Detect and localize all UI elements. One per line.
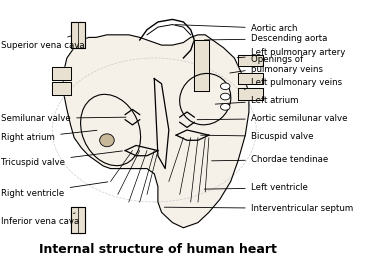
Text: Interventricular septum: Interventricular septum [164, 204, 353, 213]
Text: Internal structure of human heart: Internal structure of human heart [39, 243, 277, 256]
Text: Right atrium: Right atrium [2, 130, 97, 142]
Polygon shape [194, 40, 209, 92]
Text: Superior vena cava: Superior vena cava [2, 36, 85, 50]
Circle shape [221, 93, 230, 100]
Text: Left atrium: Left atrium [215, 96, 298, 105]
Text: Left pulmonary veins: Left pulmonary veins [244, 78, 342, 90]
Circle shape [221, 83, 230, 90]
Text: Left pulmonary artery: Left pulmonary artery [237, 48, 345, 58]
Polygon shape [52, 82, 70, 95]
Polygon shape [238, 73, 264, 84]
Text: Left ventricle: Left ventricle [204, 183, 308, 192]
Polygon shape [238, 55, 264, 66]
Text: Inferior vena cava: Inferior vena cava [2, 213, 80, 226]
Text: Semilunar valve: Semilunar valve [2, 114, 126, 123]
Polygon shape [63, 35, 249, 228]
Text: Chordae tendinae: Chordae tendinae [211, 155, 328, 164]
Polygon shape [70, 22, 85, 48]
Ellipse shape [100, 134, 114, 147]
Text: Tricuspid valve: Tricuspid valve [2, 151, 123, 167]
Circle shape [221, 103, 230, 110]
Text: Bicuspid valve: Bicuspid valve [201, 132, 313, 141]
Text: Aortic arch: Aortic arch [175, 24, 297, 33]
Polygon shape [238, 88, 264, 100]
Text: Descending aorta: Descending aorta [204, 34, 327, 43]
Polygon shape [52, 67, 70, 80]
Text: Aortic semilunar valve: Aortic semilunar valve [197, 114, 347, 123]
Text: Openings of
pulmonary veins: Openings of pulmonary veins [230, 55, 323, 74]
Polygon shape [70, 207, 85, 233]
Text: Right ventricle: Right ventricle [2, 182, 108, 198]
